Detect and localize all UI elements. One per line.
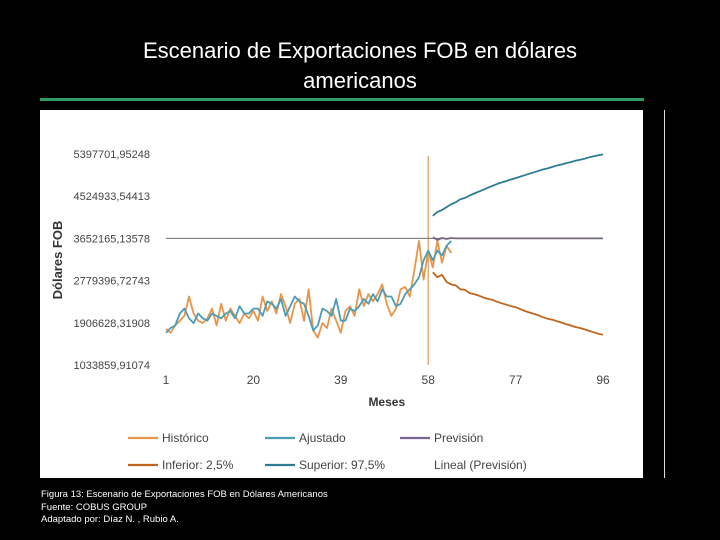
series-line-inferior	[432, 271, 604, 336]
legend-label-inferior: Inferior: 2,5%	[162, 458, 234, 472]
chart-svg: 5397701,95248 4524933,54413 3652165,13578 2…	[50, 149, 610, 472]
y-axis-title: Dólares FOB	[50, 221, 65, 300]
legend-label-prevision: Previsión	[434, 431, 483, 445]
y-tick-label: 1033859,91074	[74, 360, 150, 372]
title-divider	[40, 98, 644, 101]
panel-right-edge	[664, 110, 665, 478]
legend-item-superior: Superior: 97,5%	[265, 458, 385, 472]
x-tick-label: 39	[334, 373, 348, 387]
x-tick-label: 1	[163, 373, 170, 387]
x-axis-title: Meses	[368, 395, 405, 409]
legend-label-superior: Superior: 97,5%	[299, 458, 385, 472]
x-tick-label: 58	[422, 373, 436, 387]
chart-panel: 5397701,95248 4524933,54413 3652165,13578 2…	[40, 110, 665, 478]
legend-label-ajustado: Ajustado	[299, 431, 346, 445]
legend-item-historico: Histórico	[128, 431, 209, 445]
legend-item-prevision: Previsión	[400, 431, 483, 445]
caption-adapted-by: Adaptado por: Díaz N. , Rubio A.	[41, 514, 179, 525]
caption-source: Fuente: COBUS GROUP	[41, 501, 148, 513]
figure-caption: Figura 13: Escenario de Exportaciones FO…	[41, 489, 328, 527]
legend-label-lineal: Lineal (Previsión)	[434, 458, 527, 472]
x-tick-label: 96	[596, 373, 610, 387]
x-tick-label: 77	[509, 373, 523, 387]
x-tick-label: 20	[247, 373, 261, 387]
y-tick-label: 2779396,72743	[74, 276, 150, 288]
series-line-superior	[432, 153, 604, 217]
y-tick-label: 4524933,54413	[74, 191, 150, 203]
slide-title: Escenario de Exportaciones FOB en dólare…	[60, 36, 660, 96]
y-tick-label: 1906628,31908	[74, 318, 150, 330]
slide-title-line-1: Escenario de Exportaciones FOB en dólare…	[142, 38, 578, 63]
legend-item-ajustado: Ajustado	[265, 431, 346, 445]
series-line-historico	[165, 239, 452, 339]
caption-figure: Figura 13: Escenario de Exportaciones FO…	[41, 489, 328, 500]
y-tick-label: 5397701,95248	[74, 149, 150, 161]
legend-item-inferior: Inferior: 2,5%	[128, 458, 234, 472]
slide-title-line-2: americanos	[303, 68, 417, 93]
legend-label-historico: Histórico	[162, 431, 209, 445]
legend-item-lineal: Lineal (Previsión)	[434, 458, 527, 472]
series-line-ajustado	[165, 240, 452, 334]
y-tick-label: 3652165,13578	[74, 233, 150, 245]
